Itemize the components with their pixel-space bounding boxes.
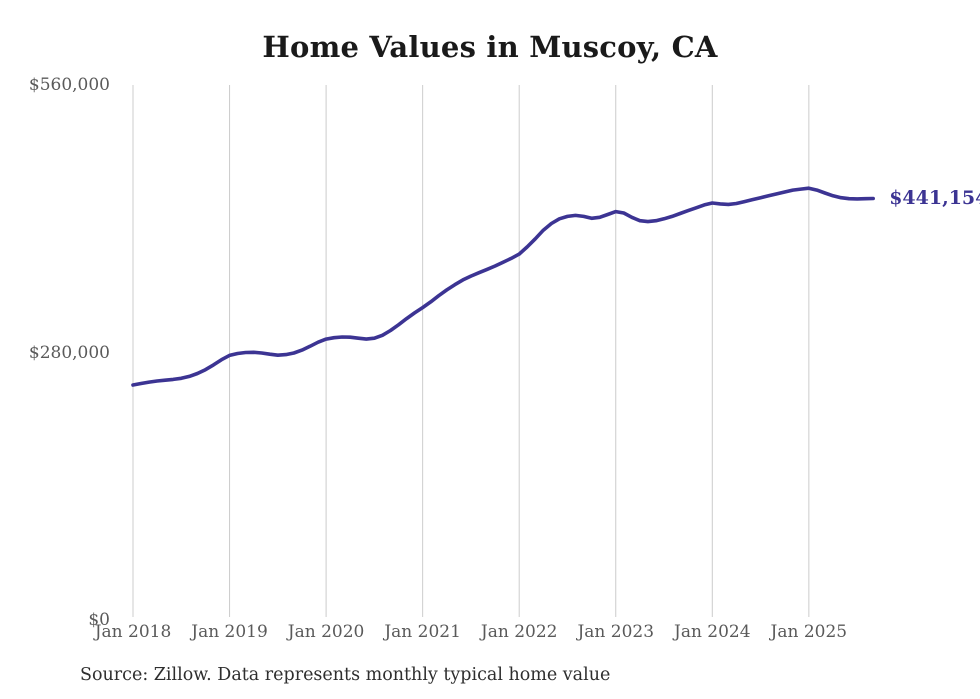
source-note: Source: Zillow. Data represents monthly … — [80, 665, 611, 685]
x-tick-label: Jan 2025 — [770, 622, 848, 642]
chart-title: Home Values in Muscoy, CA — [262, 30, 718, 64]
y-tick-label: $0 — [88, 610, 110, 630]
x-tick-label: Jan 2018 — [94, 622, 172, 642]
y-tick-label: $560,000 — [28, 75, 110, 95]
x-tick-label: Jan 2022 — [480, 622, 558, 642]
x-tick-label: Jan 2020 — [287, 622, 365, 642]
x-tick-label: Jan 2023 — [577, 622, 655, 642]
y-tick-label: $280,000 — [28, 342, 110, 363]
x-tick-label: Jan 2019 — [191, 622, 268, 642]
x-tick-label: Jan 2024 — [674, 622, 751, 642]
latest-value-label: $441,154 — [889, 186, 980, 209]
gridlines — [132, 85, 810, 617]
x-tick-label: Jan 2021 — [384, 622, 461, 642]
home-value-line — [131, 186, 875, 387]
